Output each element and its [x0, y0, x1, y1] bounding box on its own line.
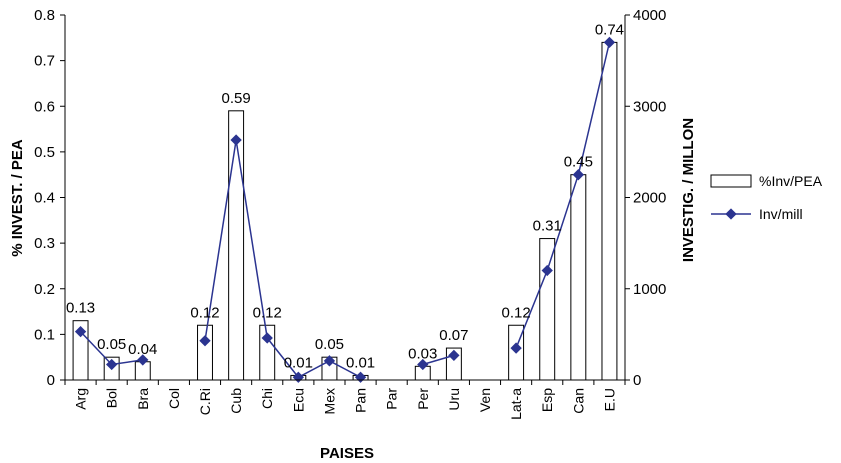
bar-value-label: 0.12: [190, 304, 219, 321]
x-tick-label: Par: [384, 388, 400, 410]
bar-can: [571, 175, 586, 380]
bar-value-label: 0.13: [66, 300, 95, 317]
x-tick-label: Bra: [135, 388, 151, 410]
y-tick-label: 0.4: [34, 190, 55, 207]
y-right-tick-label: 2000: [633, 190, 666, 207]
bar-value-label: 0.12: [253, 304, 282, 321]
y-axis-right-title: INVESTIG. / MILLON: [680, 118, 697, 262]
legend: %Inv/PEA Inv/mill: [711, 173, 823, 222]
legend-line-label: Inv/mill: [759, 206, 803, 222]
x-tick-label: Uru: [446, 388, 462, 411]
x-tick-label: Lat-a: [508, 388, 524, 420]
series-line-inv-mill: [516, 42, 609, 348]
bar-value-label: 0.31: [533, 218, 562, 235]
bar-eu: [602, 42, 617, 380]
legend-line-marker: [725, 208, 736, 219]
bar-value-label: 0.05: [97, 336, 126, 353]
y-right-tick-label: 3000: [633, 98, 666, 115]
y-tick-label: 0.5: [34, 144, 55, 161]
bar-value-label: 0.01: [346, 354, 375, 371]
bar-cub: [229, 111, 244, 380]
y-tick-label: 0.7: [34, 53, 55, 70]
x-tick-label: C.Ri: [197, 388, 213, 415]
x-tick-label: Bol: [104, 388, 120, 408]
x-tick-label: Can: [570, 388, 586, 414]
bar-cri: [198, 325, 213, 380]
x-tick-label: Ecu: [290, 388, 306, 412]
bar-value-label: 0.04: [128, 341, 157, 358]
legend-bar-swatch: [711, 175, 751, 187]
legend-bar-label: %Inv/PEA: [759, 173, 823, 189]
x-tick-label: Mex: [321, 388, 337, 414]
bar-value-label: 0.03: [408, 345, 437, 362]
x-axis-title: PAISES: [320, 445, 374, 462]
bar-value-label: 0.07: [439, 327, 468, 344]
bar-value-label: 0.45: [564, 154, 593, 171]
y-tick-label: 0.3: [34, 235, 55, 252]
bar-value-label: 0.59: [222, 90, 251, 107]
x-tick-label: Chi: [259, 388, 275, 409]
x-tick-label: Col: [166, 388, 182, 409]
bar-value-label: 0.74: [595, 21, 624, 38]
x-tick-label: Per: [415, 388, 431, 410]
bars-layer: [73, 42, 617, 380]
bar-esp: [540, 239, 555, 380]
x-tick-label: E.U: [601, 388, 617, 411]
x-tick-label: Arg: [73, 388, 89, 410]
x-tick-label: Esp: [539, 388, 555, 412]
bar-value-label: 0.01: [284, 354, 313, 371]
line-layer: [75, 37, 615, 383]
y-tick-label: 0.6: [34, 98, 55, 115]
y-right-tick-label: 1000: [633, 281, 666, 298]
x-tick-label: Cub: [228, 388, 244, 414]
bar-value-label: 0.05: [315, 336, 344, 353]
y-tick-label: 0.1: [34, 326, 55, 343]
y-right-tick-label: 4000: [633, 7, 666, 24]
x-tick-label: Ven: [477, 388, 493, 412]
bar-value-label: 0.12: [502, 304, 531, 321]
y-axis-title: % INVEST. / PEA: [9, 139, 26, 257]
y-tick-label: 0.8: [34, 7, 55, 24]
line-point-marker: [355, 372, 366, 383]
x-tick-label: Pan: [353, 388, 369, 413]
y-tick-label: 0: [47, 372, 55, 389]
y-tick-label: 0.2: [34, 281, 55, 298]
y-right-tick-label: 0: [633, 372, 641, 389]
